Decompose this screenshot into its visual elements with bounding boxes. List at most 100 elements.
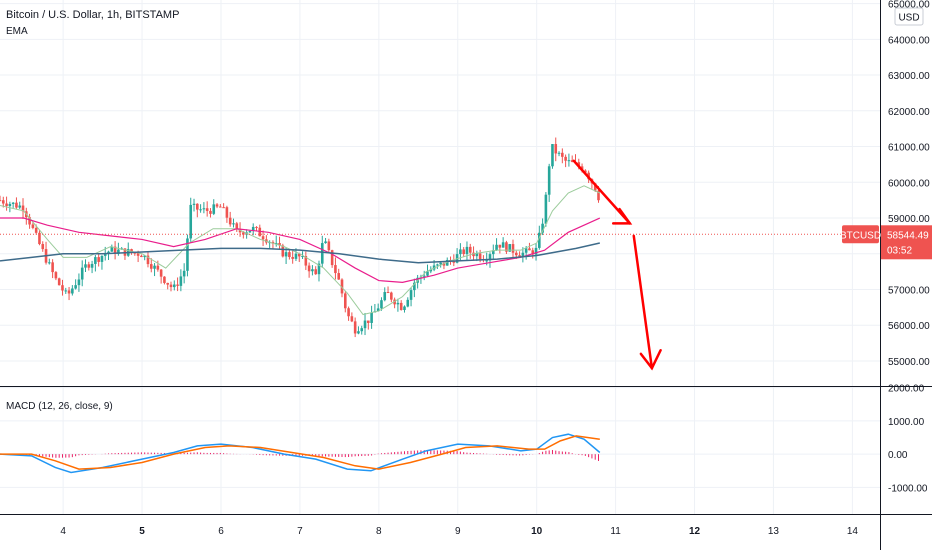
currency-label: USD [898,13,919,24]
candle [531,250,535,255]
candle [225,207,229,218]
x-tick-label: 5 [139,526,145,537]
candle [442,262,446,266]
annotation-arrow-2 [632,234,654,370]
candle [281,245,285,257]
arrow-head-2 [639,349,662,371]
candle [360,328,364,332]
candle [140,255,143,258]
candle [422,275,426,277]
candle [258,227,262,237]
x-tick-label: 13 [768,526,780,537]
y-tick-label: 55000.00 [888,357,930,368]
price-tag-value: 58544.49 [887,230,929,241]
candle [399,302,403,310]
candle [491,250,495,255]
candle [251,226,255,231]
candle [439,262,442,265]
candle [87,264,91,268]
y-tick-label: 64000.00 [888,35,930,46]
x-tick-label: 12 [689,526,701,537]
candle [242,232,245,235]
candle [235,223,239,230]
candle [107,251,110,254]
x-tick-label: 10 [531,526,543,537]
candle [541,223,544,233]
candle [534,247,538,255]
x-tick-label: 11 [610,526,621,537]
x-tick-label: 4 [60,526,66,537]
candle [475,253,479,257]
candle [386,292,390,294]
candle [409,290,413,300]
candle [538,232,541,248]
candle [143,255,146,258]
candle [350,316,354,322]
candle [238,229,242,233]
candle [376,308,380,312]
candle [159,269,163,277]
candle [554,144,558,154]
candle [380,300,383,309]
candle [34,227,38,233]
candle [363,320,367,329]
macd-y-tick-label: 2000.00 [888,384,925,395]
candle [274,243,278,245]
ema-line-fast [0,185,601,316]
candle [284,252,288,257]
candle [94,257,97,264]
y-tick-label: 62000.00 [888,107,930,118]
candle [518,255,521,257]
annotation-arrow-1 [572,159,632,225]
candle [547,166,551,195]
candle [169,284,173,288]
y-tick-label: 65000.00 [888,0,930,11]
candle [436,264,439,266]
candle [67,290,71,294]
candle [301,256,304,258]
candle [133,252,137,254]
candle [219,206,222,208]
candle [196,203,199,210]
candle [153,265,156,269]
candle [347,308,350,317]
candle [5,203,8,207]
candle [156,265,160,270]
candle [182,270,186,277]
candle [100,255,104,262]
candle [337,273,341,280]
candle [343,293,347,309]
candle [557,152,561,154]
candle [413,282,416,291]
x-tick-label: 14 [847,526,859,537]
candle [64,290,68,292]
candle [564,156,567,161]
candle [97,257,100,262]
y-tick-label: 63000.00 [888,71,930,82]
candle [406,299,410,307]
y-tick-label: 57000.00 [888,286,930,297]
currency-box [894,7,924,26]
candle [445,260,449,266]
candle [261,236,265,240]
candle [488,254,492,261]
candle [103,253,107,256]
y-tick-label: 61000.00 [888,143,930,154]
candle [172,284,176,288]
candle [189,204,193,239]
candle [8,203,12,207]
candle [57,278,61,286]
candle [544,194,548,224]
candle [255,226,258,228]
candle [163,276,166,283]
candle [294,253,298,259]
symbol-title: Bitcoin / U.S. Dollar, 1h, BITSTAMP [6,9,180,21]
candle [51,262,54,273]
price-tag [881,225,932,260]
candle [113,246,117,254]
candle [340,279,344,294]
macd-y-tick-label: 1000.00 [888,417,925,428]
candle [501,242,505,248]
symbol-tag [842,225,879,244]
